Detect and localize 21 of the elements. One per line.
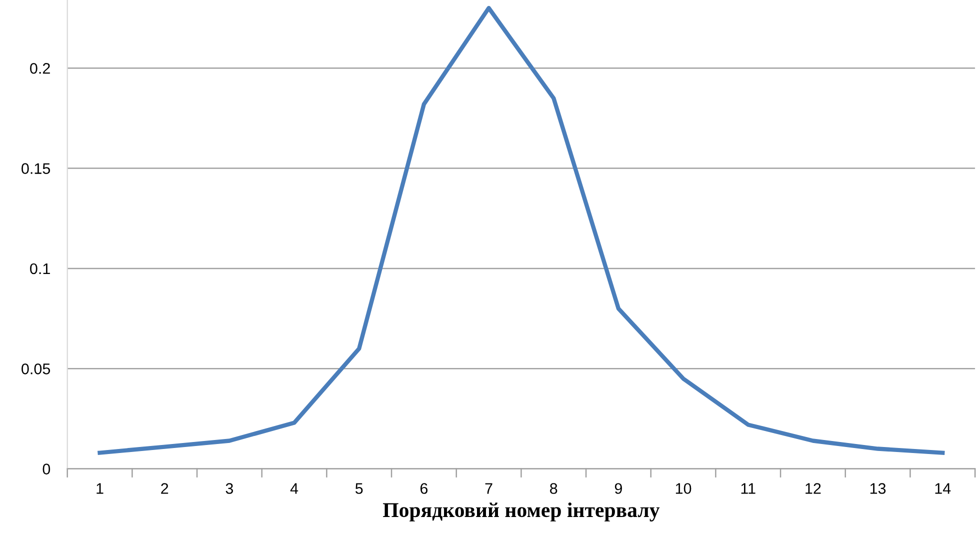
- x-tick-label: 5: [355, 483, 363, 494]
- x-tick-label: 13: [870, 483, 886, 494]
- x-tick-label: 10: [676, 483, 692, 494]
- y-tick-label: 0.1: [30, 263, 50, 274]
- x-tick-label: 11: [741, 483, 756, 494]
- x-tick-label: 14: [935, 483, 951, 494]
- x-axis-title: Порядковий номер інтервалу: [383, 502, 660, 522]
- x-tick-label: 7: [485, 483, 492, 494]
- line-series: [98, 6, 945, 455]
- y-tick-label: 0: [42, 464, 50, 474]
- y-tick-label: 0.05: [22, 363, 50, 374]
- y-tick-label: 0.2: [30, 62, 50, 74]
- x-tick-label: 2: [161, 483, 168, 494]
- x-tick-label: 9: [614, 483, 622, 494]
- x-tick-label: 4: [290, 483, 298, 494]
- x-tick-label: 1: [96, 483, 104, 494]
- x-tick-label: 6: [420, 483, 428, 494]
- x-tick-label: 8: [550, 483, 558, 494]
- x-tick-label: 12: [806, 483, 821, 494]
- y-tick-label: 0.15: [22, 163, 50, 174]
- x-tick-label: 3: [226, 483, 234, 494]
